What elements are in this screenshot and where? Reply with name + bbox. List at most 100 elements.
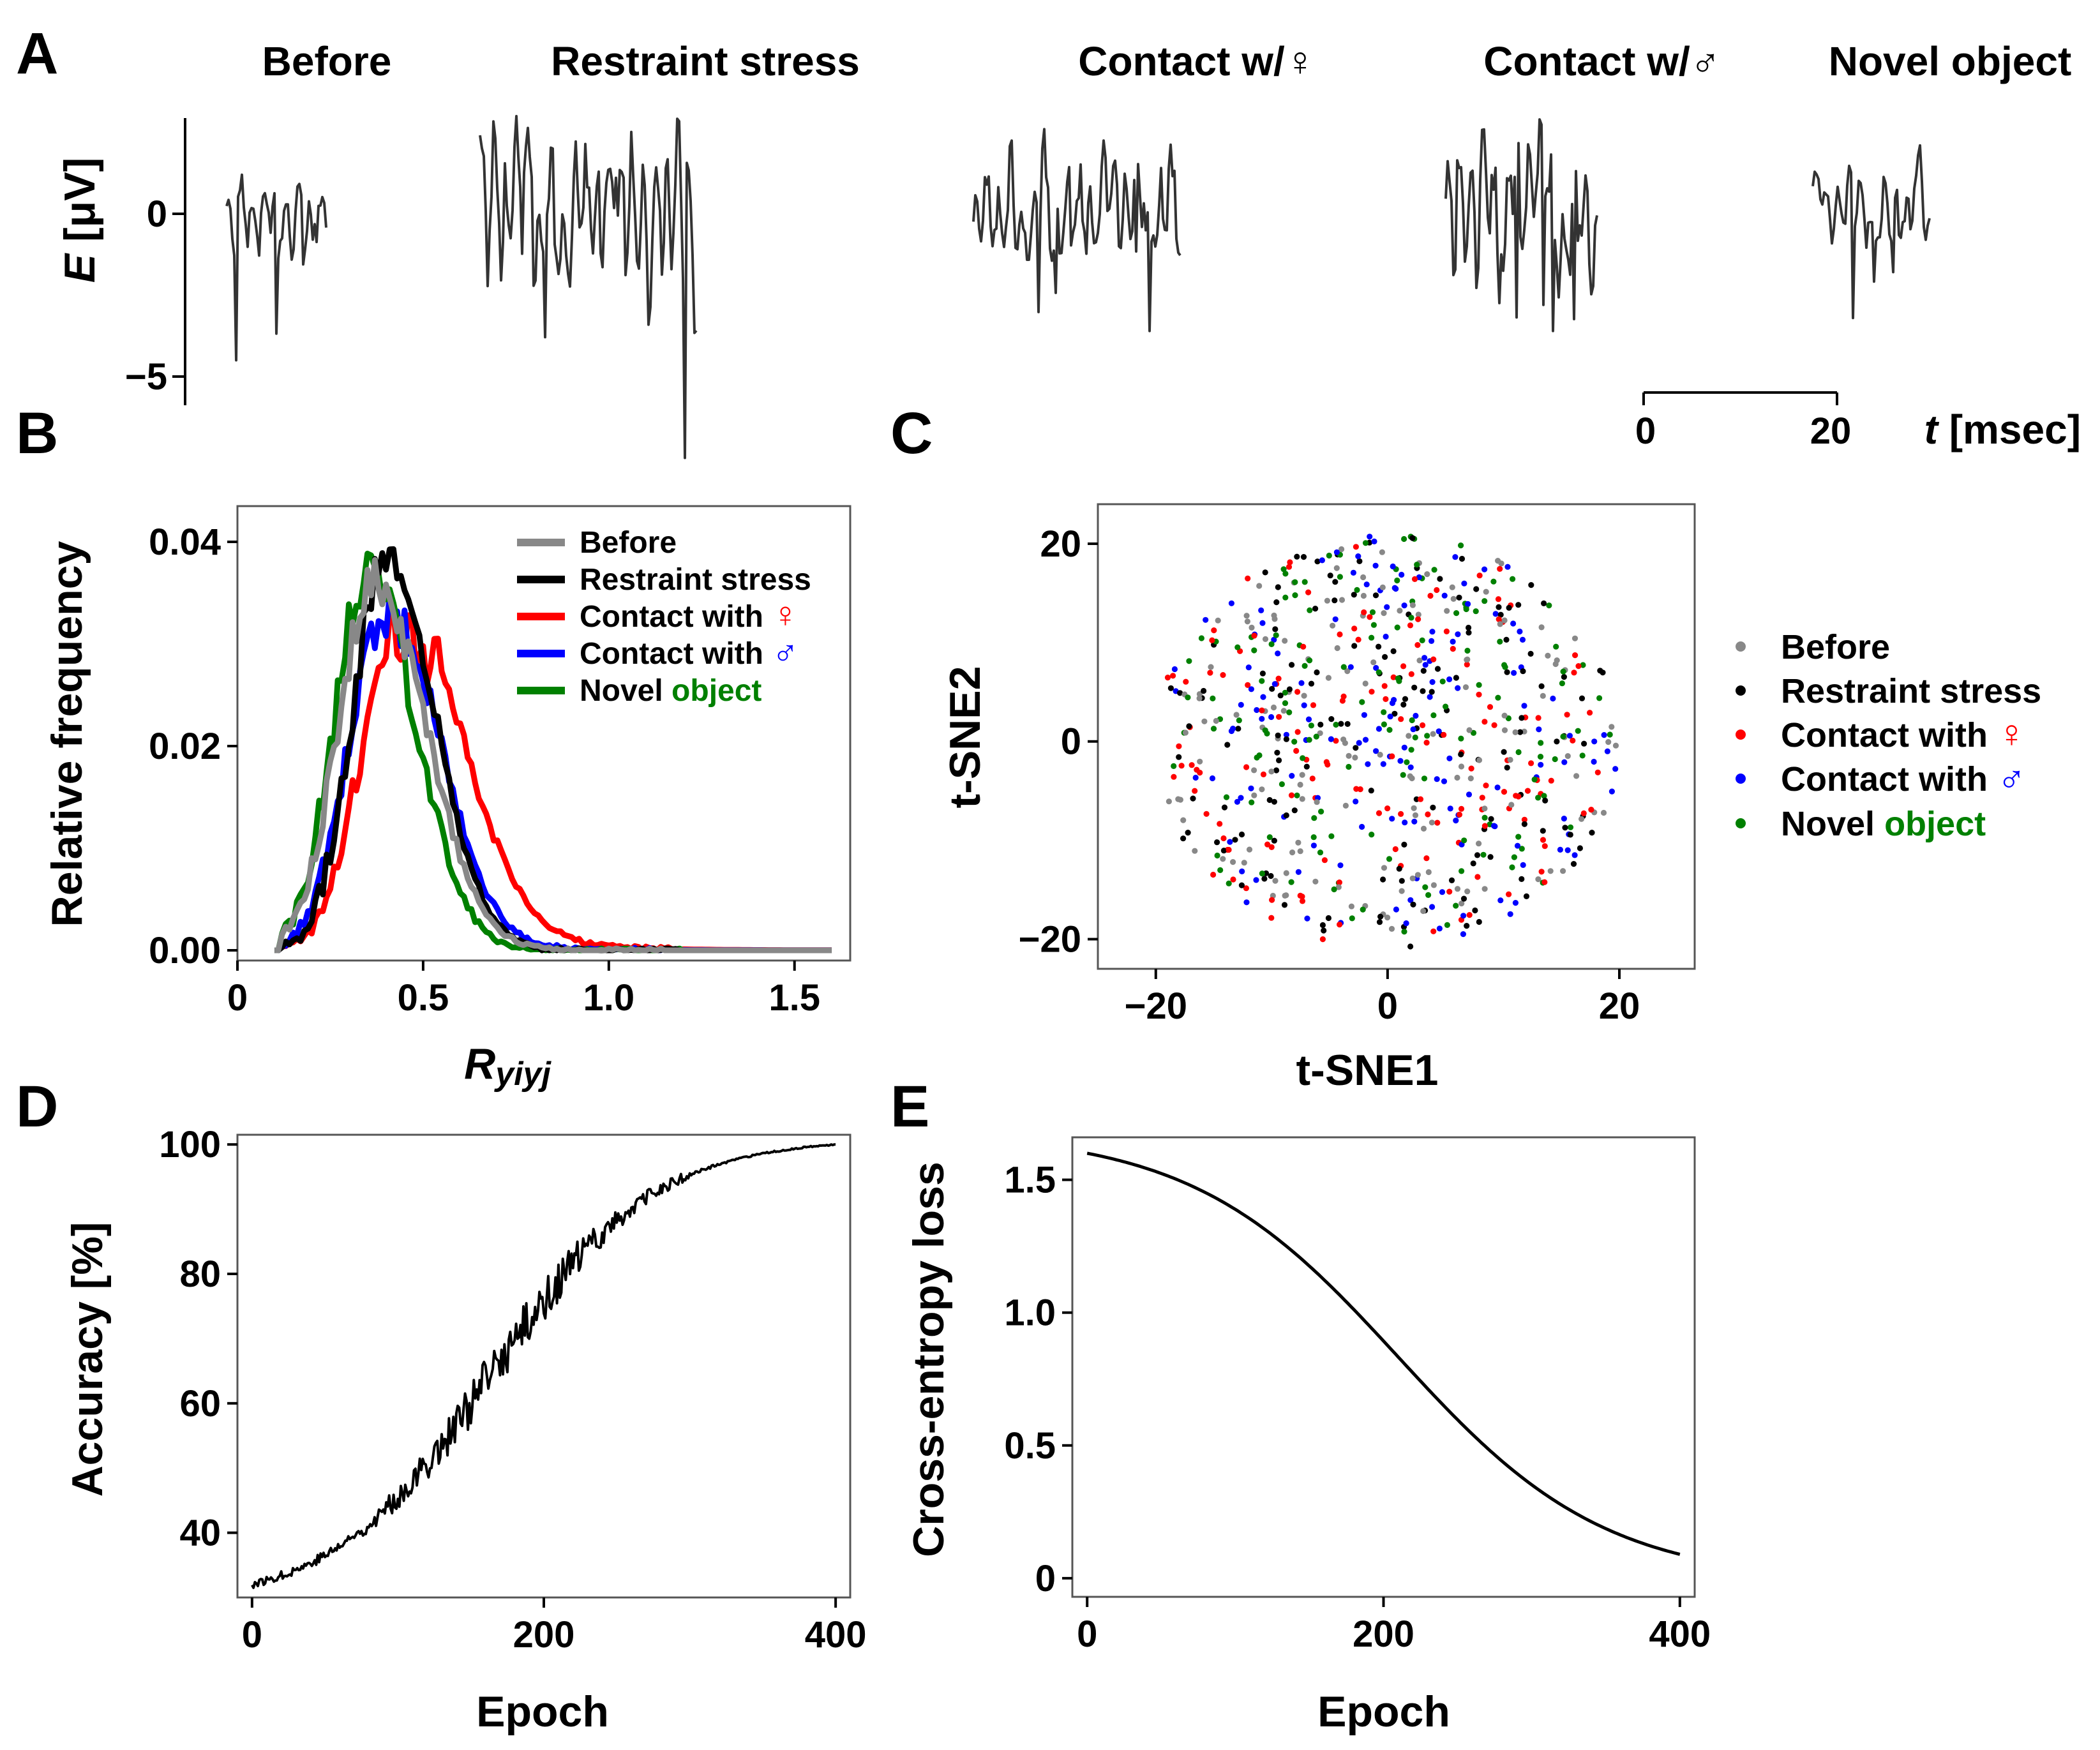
b-legend: Before Restraint stress Contact with ♀ C… [517, 526, 811, 708]
c-point [1393, 906, 1399, 913]
c-point [1408, 747, 1414, 753]
c-point [1536, 726, 1542, 733]
c-legend-marker-2 [1736, 729, 1746, 740]
c-point [1487, 854, 1494, 860]
c-point [1293, 747, 1300, 754]
c-point [1464, 888, 1471, 895]
c-point [1521, 821, 1527, 827]
c-point [1355, 553, 1361, 560]
c-point [1538, 761, 1544, 768]
c-point [1262, 569, 1268, 576]
a-traces [225, 115, 1931, 460]
c-point [1201, 718, 1208, 724]
c-point [1419, 637, 1425, 644]
c-point [1476, 841, 1482, 847]
c-point [1321, 927, 1327, 934]
c-point [1338, 721, 1344, 727]
c-point [1376, 726, 1382, 732]
c-point [1299, 894, 1305, 900]
c-point [1235, 726, 1241, 732]
c-point [1403, 920, 1409, 927]
c-point [1491, 722, 1497, 728]
c-point [1401, 841, 1407, 848]
c-point [1305, 716, 1312, 722]
c-point [1390, 648, 1397, 654]
c-point [1276, 714, 1282, 720]
c-point [1391, 697, 1397, 703]
c-point [1279, 781, 1285, 788]
c-point [1473, 586, 1480, 592]
c-point [1361, 712, 1367, 718]
c-point [1528, 760, 1534, 767]
b-x-label-main: R [464, 1040, 495, 1088]
c-point [1207, 669, 1213, 676]
c-point [1369, 634, 1375, 641]
c-point [1243, 899, 1250, 906]
c-legend-marker-1 [1736, 685, 1746, 696]
c-point [1272, 878, 1279, 884]
c-point [1365, 761, 1371, 767]
c-point [1540, 828, 1546, 834]
c-point [1497, 638, 1503, 645]
c-point [1269, 685, 1275, 692]
c-point [1273, 767, 1280, 774]
c-point [1541, 793, 1547, 799]
c-point [1414, 872, 1421, 878]
d-x-label: Epoch [476, 1687, 609, 1736]
c-point [1612, 766, 1619, 772]
b-legend-4-lead: Novel [580, 674, 671, 708]
c-point [1373, 664, 1379, 671]
c-point [1430, 712, 1437, 719]
c-point [1501, 789, 1508, 795]
c-point [1459, 555, 1466, 562]
c-point [1381, 709, 1387, 715]
c-point [1220, 848, 1227, 854]
c-point [1288, 879, 1294, 885]
c-point [1541, 843, 1548, 849]
c-point [1515, 749, 1522, 756]
c-point [1579, 816, 1585, 822]
c-point [1429, 819, 1435, 826]
c-point [1541, 600, 1547, 607]
c-point [1497, 565, 1503, 572]
c-point [1541, 879, 1548, 885]
c-point [1464, 656, 1471, 662]
c-point [1453, 902, 1459, 909]
c-point [1404, 759, 1410, 765]
c-point [1166, 798, 1172, 805]
c-point [1409, 717, 1415, 724]
scale-bar-start-label: 0 [1635, 410, 1656, 452]
c-point [1340, 664, 1347, 670]
c-point [1481, 886, 1488, 892]
c-point [1519, 636, 1526, 643]
c-point [1394, 577, 1400, 584]
c-point [1238, 882, 1245, 888]
c-point [1577, 845, 1583, 851]
b-y-label: Relative frequency [43, 541, 91, 927]
c-point [1226, 880, 1232, 886]
c-point [1274, 749, 1280, 756]
c-point [1368, 788, 1374, 794]
c-point [1409, 602, 1416, 608]
c-point [1490, 578, 1497, 585]
c-point [1176, 754, 1182, 760]
scale-bar-axis-label: t [msec] [1924, 407, 2081, 452]
b-xtick-3: 1.5 [769, 977, 820, 1019]
c-point [1464, 647, 1471, 654]
b-legend-3-tail: ♂ [772, 631, 799, 671]
c-point [1287, 559, 1293, 565]
c-point [1289, 849, 1296, 856]
c-point [1383, 633, 1389, 640]
d-ytick-0: 40 [179, 1513, 221, 1554]
c-point [1414, 562, 1420, 568]
c-point [1340, 737, 1347, 743]
c-point [1501, 749, 1507, 755]
d-accuracy-line [251, 1143, 836, 1589]
c-point [1538, 624, 1545, 631]
c-point [1333, 549, 1340, 555]
c-point [1217, 821, 1223, 827]
c-legend-item-1: Restraint stress [1781, 672, 2041, 710]
c-point [1386, 727, 1393, 733]
c-point [1271, 636, 1277, 643]
c-point [1448, 877, 1455, 883]
